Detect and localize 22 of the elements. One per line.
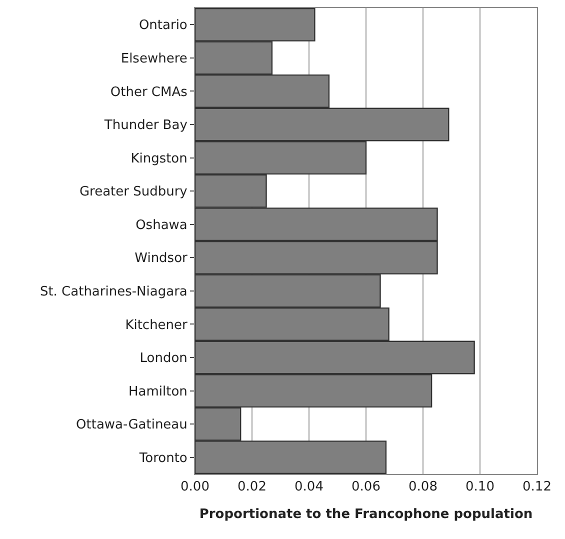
y-tick-label: Greater Sudbury (79, 184, 188, 200)
x-tick-label: 0.02 (238, 480, 266, 495)
x-tick-label: 0.08 (408, 480, 438, 495)
x-tick-label: 0.10 (466, 480, 494, 495)
y-tick-label: Windsor (134, 251, 188, 266)
y-tick-label: Toronto (138, 450, 188, 466)
y-tick-label: Kingston (130, 151, 188, 166)
x-axis-title: Proportionate to the Francophone population (199, 507, 533, 522)
y-tick-label: Oshawa (136, 218, 188, 233)
y-tick-label: Elsewhere (120, 51, 188, 66)
x-tick-label: 0.00 (180, 480, 210, 495)
y-tick-label: Hamilton (128, 384, 188, 400)
y-tick-label: St. Catharines-Niagara (40, 284, 188, 300)
y-tick-label: London (140, 351, 188, 366)
y-tick-label: Thunder Bay (103, 118, 188, 134)
y-tick-label: Ontario (138, 18, 188, 34)
x-tick-label: 0.12 (522, 480, 552, 495)
x-tick-label: 0.06 (352, 480, 380, 495)
y-tick-label: Ottawa-Gatineau (76, 418, 188, 433)
x-tick-label: 0.04 (294, 480, 324, 495)
y-tick-label: Other CMAs (110, 84, 188, 100)
y-tick-label: Kitchener (125, 318, 188, 333)
